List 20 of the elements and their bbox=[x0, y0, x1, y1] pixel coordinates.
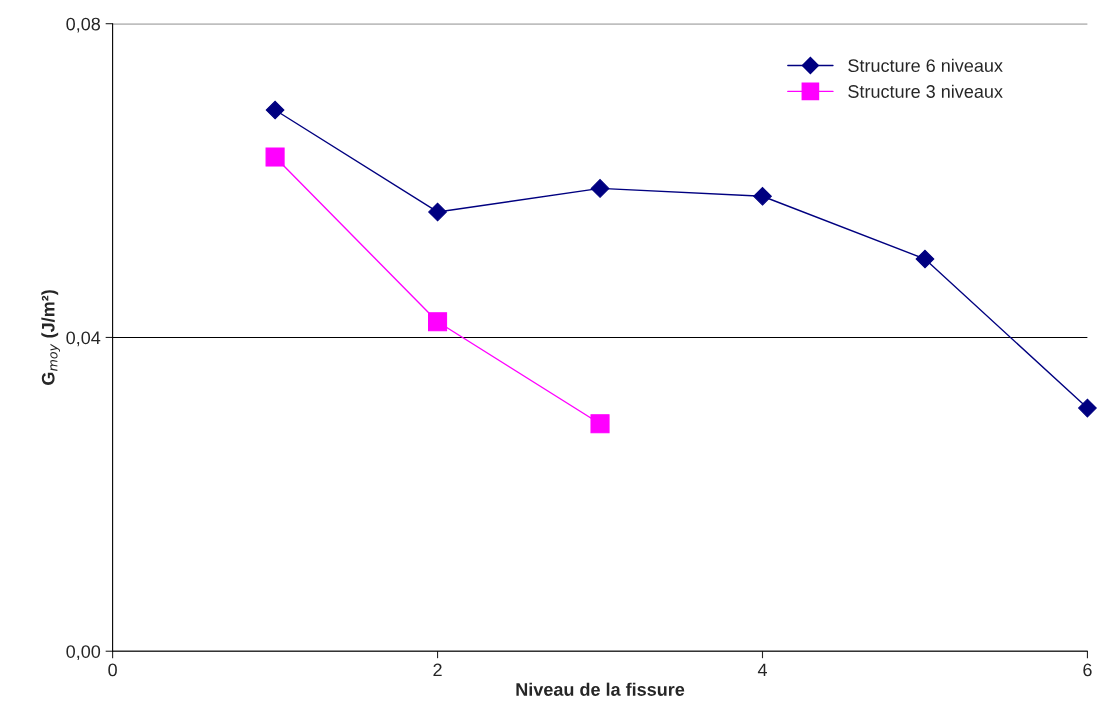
point bbox=[590, 414, 610, 434]
point bbox=[1078, 398, 1097, 418]
point bbox=[265, 147, 285, 167]
legend-label: Structure 3 niveaux bbox=[848, 84, 1003, 98]
y-axis-title: G$_{moy}$ (J/m²) bbox=[41, 290, 61, 385]
point bbox=[428, 312, 448, 332]
x-tick-label: 0 bbox=[108, 663, 117, 677]
y-tick-label: 0,04 bbox=[66, 331, 101, 347]
point bbox=[428, 202, 447, 222]
x-tick-label: 4 bbox=[757, 663, 767, 677]
y-tick-label: 0,00 bbox=[66, 645, 101, 661]
point bbox=[265, 100, 285, 120]
y-tick-label: 0,08 bbox=[66, 17, 101, 33]
x-tick-label: 6 bbox=[1083, 663, 1092, 677]
x-tick-label: 2 bbox=[433, 663, 442, 677]
point bbox=[753, 186, 772, 206]
x-axis-title: Niveau de la fissure bbox=[516, 682, 685, 696]
legend-label: Structure 6 niveaux bbox=[848, 58, 1003, 73]
point bbox=[590, 179, 610, 198]
point bbox=[915, 249, 935, 269]
